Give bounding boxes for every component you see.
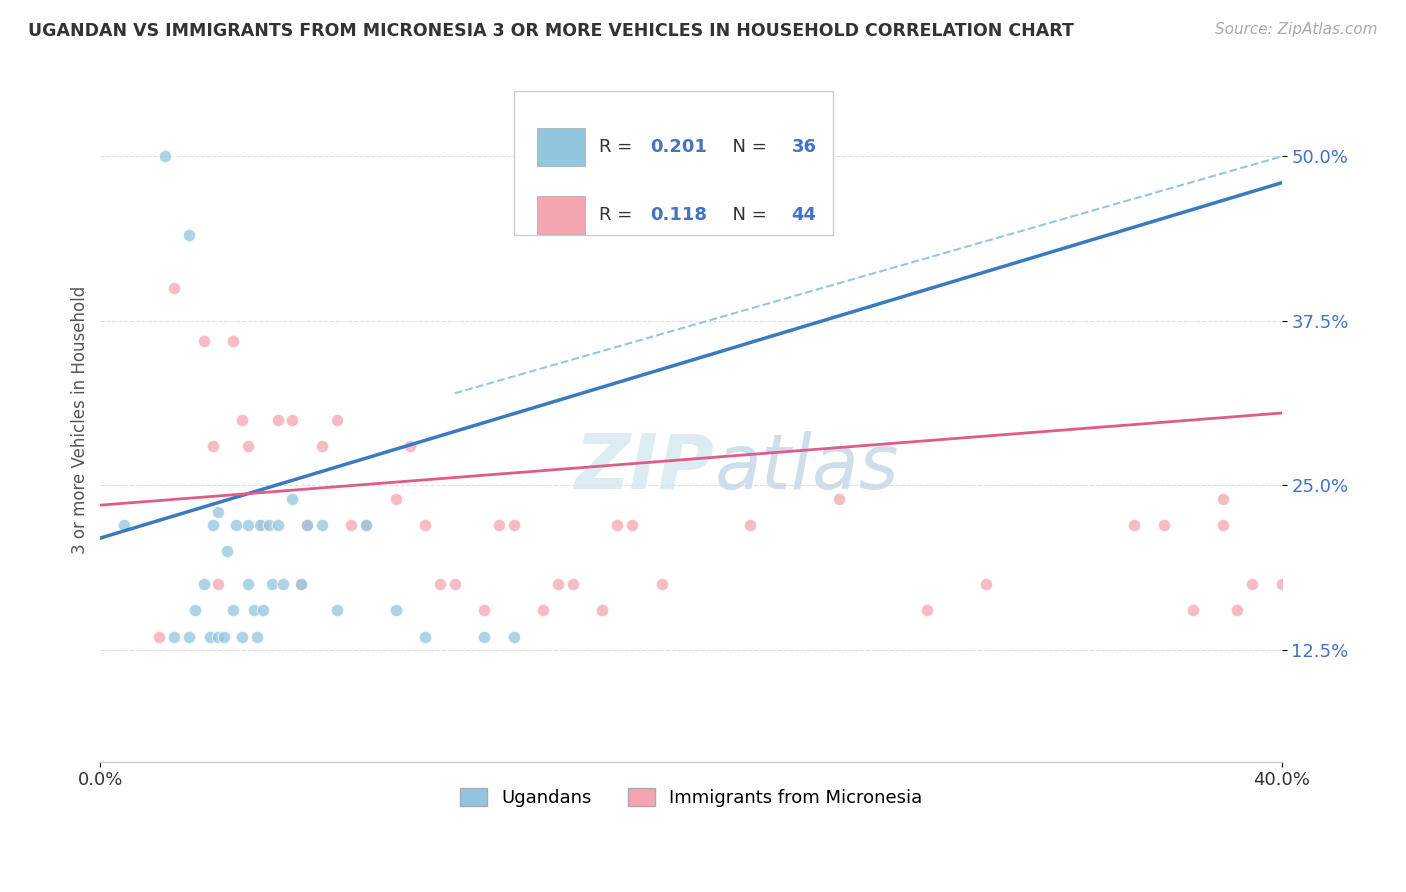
Point (325, 412, 347, 426)
Point (354, 517, 377, 532)
Point (193, 577, 215, 591)
Point (243, 603, 266, 617)
Point (591, 603, 613, 617)
Point (650, 577, 672, 591)
Point (193, 334, 215, 348)
Point (1212, 517, 1234, 532)
Point (295, 517, 318, 532)
Point (340, 517, 363, 532)
Point (354, 517, 377, 532)
Point (155, 149, 177, 163)
Point (201, 439, 224, 453)
Point (231, 412, 253, 426)
Point (531, 603, 554, 617)
Point (236, 517, 259, 532)
Point (472, 603, 495, 617)
Bar (537, 128, 585, 166)
Point (311, 517, 333, 532)
Text: atlas: atlas (714, 431, 900, 505)
Point (252, 517, 274, 532)
Point (976, 577, 998, 591)
Point (561, 577, 583, 591)
Point (384, 603, 406, 617)
Point (1153, 517, 1175, 532)
Point (325, 603, 347, 617)
Point (222, 603, 245, 617)
Point (384, 491, 406, 506)
Text: N =: N = (720, 138, 772, 156)
Point (620, 517, 643, 532)
Point (1226, 603, 1249, 617)
Point (148, 630, 170, 644)
Point (502, 517, 524, 532)
Point (740, 517, 762, 532)
Point (231, 630, 253, 644)
Point (214, 630, 236, 644)
Point (225, 517, 247, 532)
Point (1123, 517, 1146, 532)
Point (1212, 491, 1234, 506)
Point (443, 577, 465, 591)
Text: 0.118: 0.118 (650, 206, 707, 224)
Point (163, 630, 186, 644)
Point (606, 517, 628, 532)
Point (1271, 577, 1294, 591)
Point (413, 517, 436, 532)
Point (249, 517, 271, 532)
Point (828, 491, 851, 506)
Text: 0.201: 0.201 (650, 138, 707, 156)
Point (273, 577, 295, 591)
Point (1182, 603, 1205, 617)
Point (917, 603, 939, 617)
Point (295, 517, 318, 532)
Point (177, 630, 200, 644)
Point (201, 517, 224, 532)
Point (207, 505, 229, 519)
Point (399, 439, 422, 453)
Point (184, 603, 207, 617)
Text: R =: R = (599, 138, 638, 156)
Text: 44: 44 (792, 206, 817, 224)
Point (472, 630, 495, 644)
Point (163, 281, 186, 295)
Point (246, 630, 269, 644)
Point (290, 577, 312, 591)
Point (311, 439, 333, 453)
Point (488, 517, 510, 532)
Point (281, 491, 304, 506)
FancyBboxPatch shape (513, 91, 832, 235)
Point (198, 630, 221, 644)
Point (177, 228, 200, 243)
Point (217, 544, 239, 558)
Text: ZIP: ZIP (575, 431, 714, 505)
Point (266, 517, 288, 532)
Legend: Ugandans, Immigrants from Micronesia: Ugandans, Immigrants from Micronesia (453, 780, 929, 814)
Point (413, 630, 436, 644)
Point (252, 603, 274, 617)
Text: 36: 36 (792, 138, 817, 156)
Point (1241, 577, 1264, 591)
Point (207, 577, 229, 591)
Point (257, 517, 280, 532)
Point (281, 412, 304, 426)
Bar (537, 196, 585, 234)
Y-axis label: 3 or more Vehicles in Household: 3 or more Vehicles in Household (72, 285, 89, 554)
Point (260, 577, 283, 591)
Point (429, 577, 451, 591)
Point (222, 334, 245, 348)
Point (236, 577, 259, 591)
Point (502, 630, 524, 644)
Text: N =: N = (720, 206, 772, 224)
Point (207, 630, 229, 644)
Point (236, 439, 259, 453)
Point (266, 412, 288, 426)
Point (290, 577, 312, 591)
Text: Source: ZipAtlas.com: Source: ZipAtlas.com (1215, 22, 1378, 37)
Text: R =: R = (599, 206, 638, 224)
Point (112, 517, 135, 532)
Point (547, 577, 569, 591)
Text: UGANDAN VS IMMIGRANTS FROM MICRONESIA 3 OR MORE VEHICLES IN HOUSEHOLD CORRELATIO: UGANDAN VS IMMIGRANTS FROM MICRONESIA 3 … (28, 22, 1074, 40)
